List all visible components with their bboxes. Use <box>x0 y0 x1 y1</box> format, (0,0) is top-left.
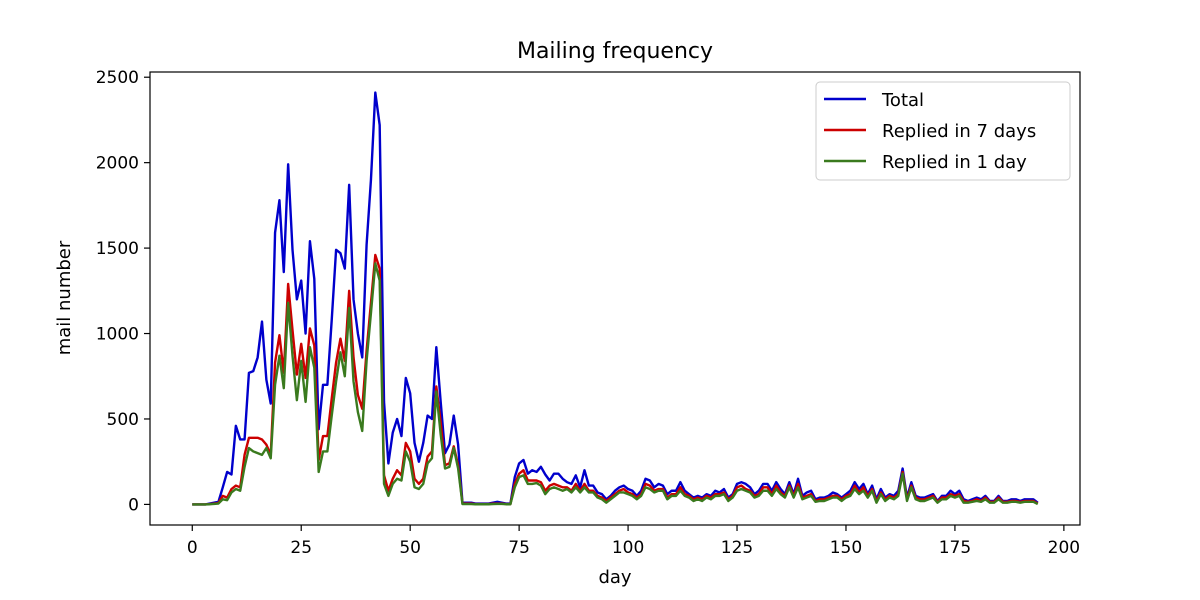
x-tick-label: 0 <box>187 538 198 558</box>
x-tick-label: 75 <box>508 538 530 558</box>
y-tick-label: 500 <box>107 410 139 430</box>
plot-area <box>192 91 1039 506</box>
x-tick-label: 200 <box>1048 538 1080 558</box>
x-tick-label: 150 <box>830 538 862 558</box>
x-tick-label: 25 <box>290 538 312 558</box>
legend-entry-label: Replied in 7 days <box>882 121 1036 142</box>
x-tick-label: 100 <box>612 538 644 558</box>
legend-entry-label: Total <box>881 90 924 111</box>
y-axis: 0 500 1000 1500 2000 2500 <box>96 68 150 515</box>
y-tick-label: 0 <box>128 495 139 515</box>
y-axis-label: mail number <box>54 240 75 355</box>
y-tick-label: 2500 <box>96 68 139 88</box>
series-line-2 <box>192 262 1039 506</box>
x-axis-label: day <box>598 567 631 588</box>
legend-box <box>815 81 1071 181</box>
y-tick-label: 2000 <box>96 154 139 174</box>
series-line-1 <box>192 253 1039 506</box>
legend: Total Replied in 7 days Replied in 1 day <box>815 81 1071 181</box>
x-tick-label: 50 <box>399 538 421 558</box>
x-tick-label: 175 <box>939 538 971 558</box>
legend-entry-label: Replied in 1 day <box>882 152 1027 173</box>
x-axis: 0 25 50 75 100 125 150 175 200 <box>187 525 1080 558</box>
y-tick-label: 1500 <box>96 239 139 259</box>
series-line-0 <box>192 91 1039 506</box>
chart-title: Mailing frequency <box>517 39 713 64</box>
x-tick-label: 125 <box>721 538 753 558</box>
y-tick-label: 1000 <box>96 325 139 345</box>
axes-frame <box>149 71 1081 526</box>
